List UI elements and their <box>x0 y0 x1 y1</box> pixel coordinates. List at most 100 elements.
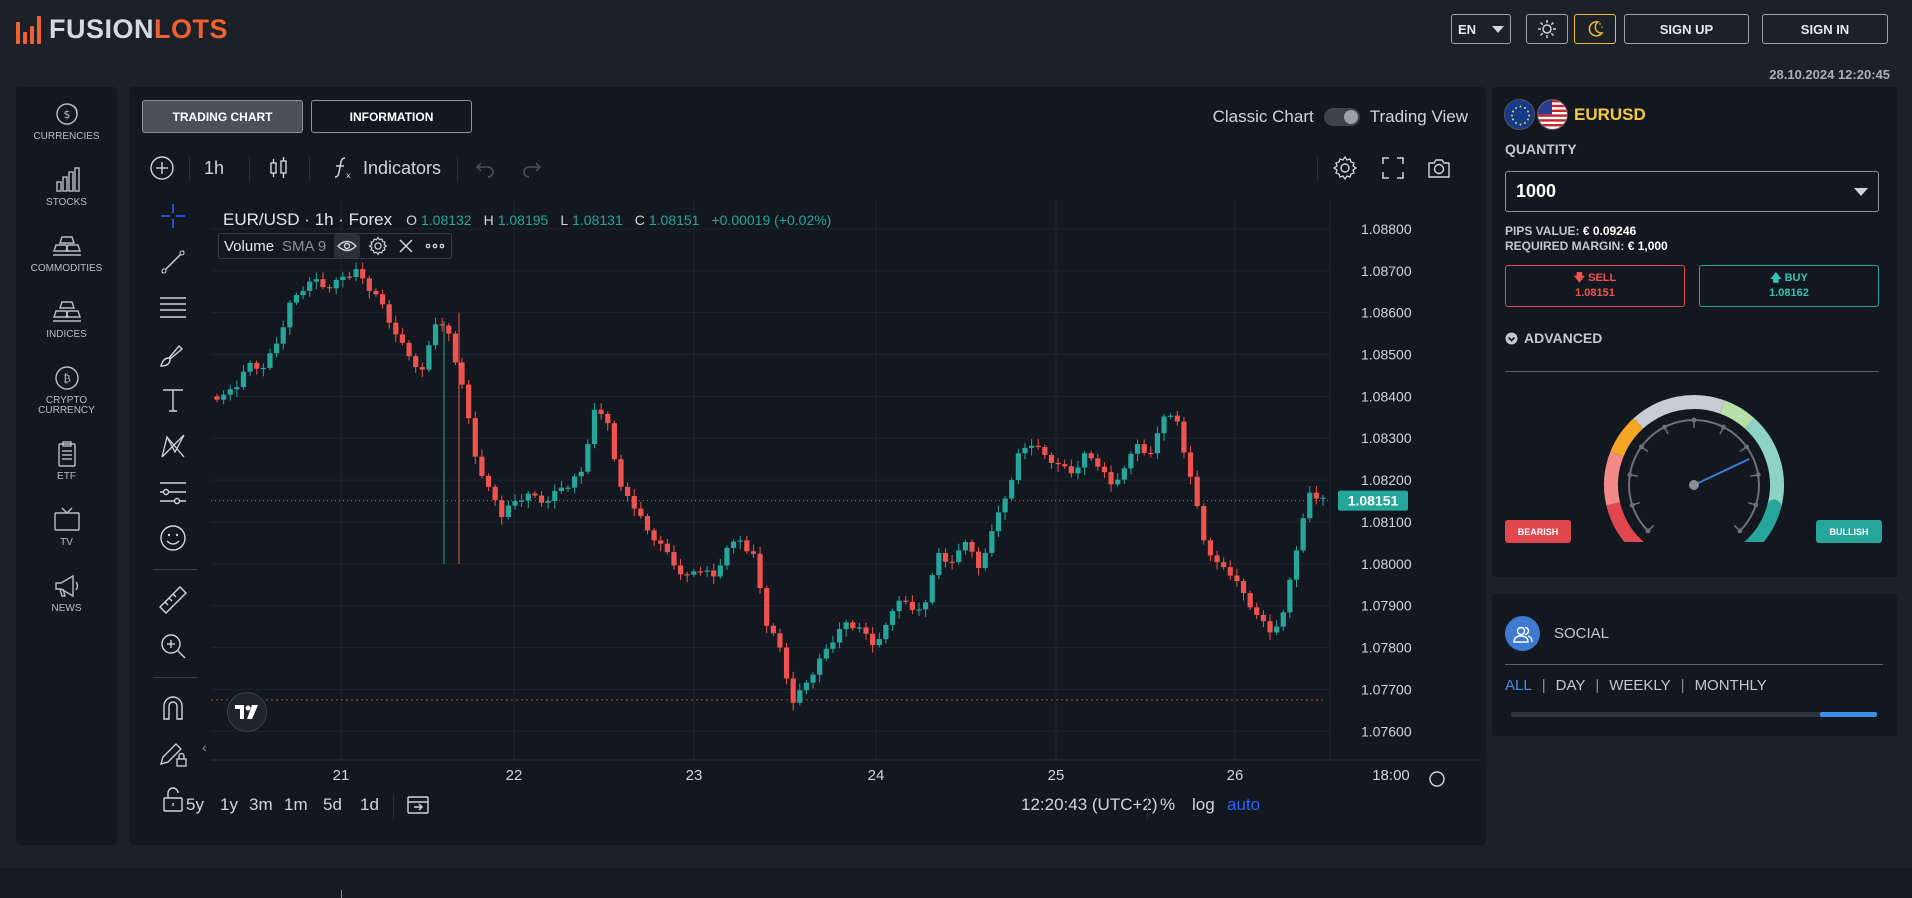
candle-body <box>651 530 657 541</box>
language-select[interactable]: EN <box>1451 14 1511 44</box>
candle-body <box>717 565 723 577</box>
range-1y[interactable]: 1y <box>220 795 238 814</box>
nav-item-indices[interactable]: INDICES <box>16 298 117 340</box>
chart-view-toggle[interactable]: Classic Chart Trading View <box>1213 107 1468 127</box>
percent-scale-toggle[interactable]: % <box>1160 795 1176 814</box>
candle-body <box>247 362 253 372</box>
candle-body <box>360 269 366 279</box>
range-5d[interactable]: 5d <box>323 795 342 814</box>
candle-body <box>512 501 518 506</box>
nav-item-news[interactable]: NEWS <box>16 572 117 614</box>
sell-button[interactable]: 🡇 SELL 1.08151 <box>1505 265 1685 307</box>
clipboard-icon <box>57 441 76 467</box>
projection-tool[interactable] <box>148 473 198 511</box>
sign-up-button[interactable]: SIGN UP <box>1624 14 1749 44</box>
gear-icon <box>1332 155 1358 181</box>
indicators-button[interactable]: x Indicators <box>329 149 441 187</box>
eye-icon[interactable] <box>334 234 361 258</box>
fullscreen-button[interactable] <box>1380 149 1406 187</box>
ohlc-values: O 1.08132 H 1.08195 L 1.08131 C 1.08151 +0.0… <box>406 212 832 228</box>
nav-item-stocks[interactable]: STOCKS <box>16 166 117 208</box>
collapse-toolbar-arrow[interactable]: ‹ <box>202 739 207 755</box>
horizontal-lines-tool[interactable] <box>148 289 198 327</box>
candle-body <box>452 333 459 363</box>
social-tab-monthly[interactable]: MONTHLY <box>1694 677 1767 694</box>
nav-item-etf[interactable]: ETF <box>16 440 117 482</box>
buy-button[interactable]: 🡅 BUY 1.08162 <box>1699 265 1879 307</box>
range-3m[interactable]: 3m <box>249 795 273 814</box>
range-1m[interactable]: 1m <box>284 795 308 814</box>
candle-body <box>836 629 843 643</box>
time-zone-readout[interactable]: 12:20:43 (UTC+2) <box>1021 795 1158 814</box>
dark-theme-button[interactable] <box>1574 14 1616 44</box>
social-tab-weekly[interactable]: WEEKLY <box>1609 677 1671 694</box>
nav-item-tv[interactable]: TV <box>16 506 117 548</box>
advanced-toggle[interactable]: ADVANCED <box>1505 330 1602 346</box>
candle-body <box>240 371 247 388</box>
candle-body <box>1015 453 1021 481</box>
fullscreen-icon <box>1382 157 1404 179</box>
logo-text: FUSIONLOTS <box>49 14 229 44</box>
text-tool[interactable] <box>148 381 198 419</box>
brush-icon <box>160 344 184 367</box>
brush-tool[interactable] <box>148 335 198 373</box>
volume-indicator-legend[interactable]: Volume SMA 9 <box>218 233 453 259</box>
close-icon[interactable] <box>396 236 416 256</box>
candle-body <box>1128 453 1134 469</box>
goto-date-button[interactable] <box>406 793 430 822</box>
lock-drawings-tool[interactable] <box>148 735 198 773</box>
candle-body <box>1274 626 1280 633</box>
indicator-settings-icon[interactable] <box>368 236 388 256</box>
candle-body <box>711 570 717 577</box>
tab-information[interactable]: INFORMATION <box>311 100 472 133</box>
zoom-tool[interactable] <box>148 627 198 665</box>
price-chart[interactable]: 1.08800 1.08700 1.08600 1.08500 1.08400 1.083… <box>211 200 1481 805</box>
x-tick-label: 24 <box>868 767 885 784</box>
quantity-select[interactable]: 1000 <box>1505 171 1879 212</box>
candle-body <box>492 486 498 501</box>
view-switch[interactable] <box>1323 108 1360 126</box>
gauge-needle <box>1693 458 1750 486</box>
trend-line-tool[interactable] <box>148 243 198 281</box>
interval-select[interactable]: 1h <box>204 157 225 178</box>
candle-body <box>923 602 929 610</box>
calendar-range-icon <box>407 796 429 814</box>
crosshair-icon <box>161 204 185 228</box>
y-tick-label: 1.08000 <box>1361 556 1412 572</box>
candle-body <box>538 495 545 503</box>
redo-button[interactable] <box>519 149 545 187</box>
unlock-tool[interactable] <box>148 781 198 819</box>
log-scale-toggle[interactable]: log <box>1192 795 1215 814</box>
sign-in-button[interactable]: SIGN IN <box>1762 14 1888 44</box>
candle-body <box>1254 607 1260 615</box>
pattern-tool[interactable] <box>148 427 198 465</box>
candle-body <box>287 302 293 328</box>
nav-item-crypto[interactable]: ₿ CRYPTO CURRENCY <box>16 364 117 416</box>
range-1d[interactable]: 1d <box>360 795 379 814</box>
chart-settings-button[interactable] <box>1332 149 1358 187</box>
undo-button[interactable] <box>472 149 498 187</box>
screenshot-button[interactable] <box>1426 149 1452 187</box>
social-tab-day[interactable]: DAY <box>1555 677 1586 694</box>
emoji-tool[interactable] <box>148 519 198 557</box>
candle-body <box>479 456 485 476</box>
nav-item-currencies[interactable]: $ CURRENCIES <box>16 100 117 142</box>
gauge-tick-dot <box>1639 444 1644 450</box>
social-panel: SOCIAL ALL | DAY | WEEKLY | MONTHLY <box>1492 594 1897 736</box>
nav-item-commodities[interactable]: COMMODITIES <box>16 232 117 274</box>
magnet-tool[interactable] <box>148 689 198 727</box>
light-theme-button[interactable] <box>1526 14 1568 44</box>
candle-body <box>519 500 525 502</box>
add-symbol-button[interactable] <box>149 149 175 187</box>
social-tab-all[interactable]: ALL <box>1505 677 1532 694</box>
range-5y[interactable]: 5y <box>186 795 204 814</box>
chart-type-button[interactable] <box>266 149 292 187</box>
measure-tool[interactable] <box>148 581 198 619</box>
more-icon[interactable] <box>424 236 446 256</box>
tradingview-logo[interactable] <box>227 692 267 732</box>
crosshair-tool[interactable] <box>148 197 198 235</box>
candle-body <box>1280 612 1286 627</box>
auto-scale-toggle[interactable]: auto <box>1227 795 1261 814</box>
tab-trading-chart[interactable]: TRADING CHART <box>142 100 303 133</box>
logo[interactable]: FUSIONLOTS <box>16 14 228 45</box>
